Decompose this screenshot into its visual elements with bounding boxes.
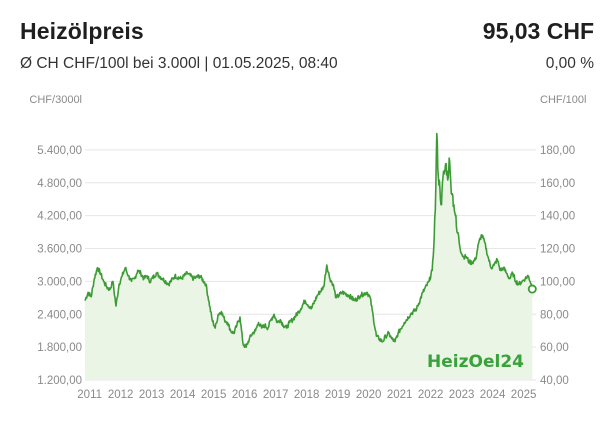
brand-logo: HeizOel24 — [427, 352, 524, 372]
x-tick-label: 2013 — [139, 389, 165, 401]
right-tick-label: 80,00 — [540, 309, 569, 321]
x-tick-label: 2019 — [325, 389, 351, 401]
left-tick-label: 3.600,00 — [37, 244, 82, 256]
price-change: 0,00 % — [545, 55, 594, 72]
left-tick-label: 4.800,00 — [37, 178, 82, 190]
x-tick-label: 2022 — [418, 389, 444, 401]
widget-title: Heizölpreis — [20, 18, 144, 44]
left-axis-unit: CHF/3000l — [29, 94, 82, 106]
x-tick-label: 2015 — [201, 389, 227, 401]
series-area — [85, 133, 533, 380]
x-tick-label: 2018 — [294, 389, 320, 401]
x-tick-label: 2016 — [232, 389, 258, 401]
right-tick-label: 140,00 — [540, 211, 575, 223]
left-tick-label: 1.800,00 — [37, 342, 82, 354]
right-tick-label: 120,00 — [540, 244, 575, 256]
left-tick-label: 4.200,00 — [37, 211, 82, 223]
x-tick-label: 2011 — [77, 389, 102, 401]
x-tick-label: 2017 — [263, 389, 289, 401]
left-tick-label: 2.400,00 — [37, 309, 82, 321]
right-tick-label: 160,00 — [540, 178, 575, 190]
right-tick-label: 60,00 — [540, 342, 569, 354]
last-point-marker — [527, 284, 537, 294]
price-subtitle: Ø CH CHF/100l bei 3.000l | 01.05.2025, 0… — [20, 55, 338, 72]
left-tick-label: 3.000,00 — [37, 276, 82, 288]
area-layer — [85, 133, 533, 380]
right-tick-label: 40,00 — [540, 375, 569, 387]
x-tick-label: 2020 — [356, 389, 382, 401]
x-tick-label: 2021 — [387, 389, 413, 401]
series-line — [84, 132, 534, 349]
right-axis-unit: CHF/100l — [540, 94, 586, 106]
left-tick-label: 5.400,00 — [37, 145, 82, 157]
right-tick-label: 100,00 — [540, 276, 575, 288]
right-tick-label: 180,00 — [540, 145, 575, 157]
left-tick-label: 1.200,00 — [37, 375, 82, 387]
x-tick-label: 2023 — [449, 389, 475, 401]
x-tick-label: 2024 — [480, 389, 506, 401]
line-layer — [84, 132, 537, 349]
current-price: 95,03 CHF — [482, 18, 594, 44]
x-tick-label: 2012 — [108, 389, 134, 401]
axis-layer: CHF/3000l CHF/100l 1.200,00 1.800,00 2.400… — [29, 94, 586, 401]
x-tick-label: 2014 — [170, 389, 196, 401]
x-tick-label: 2025 — [511, 389, 537, 401]
